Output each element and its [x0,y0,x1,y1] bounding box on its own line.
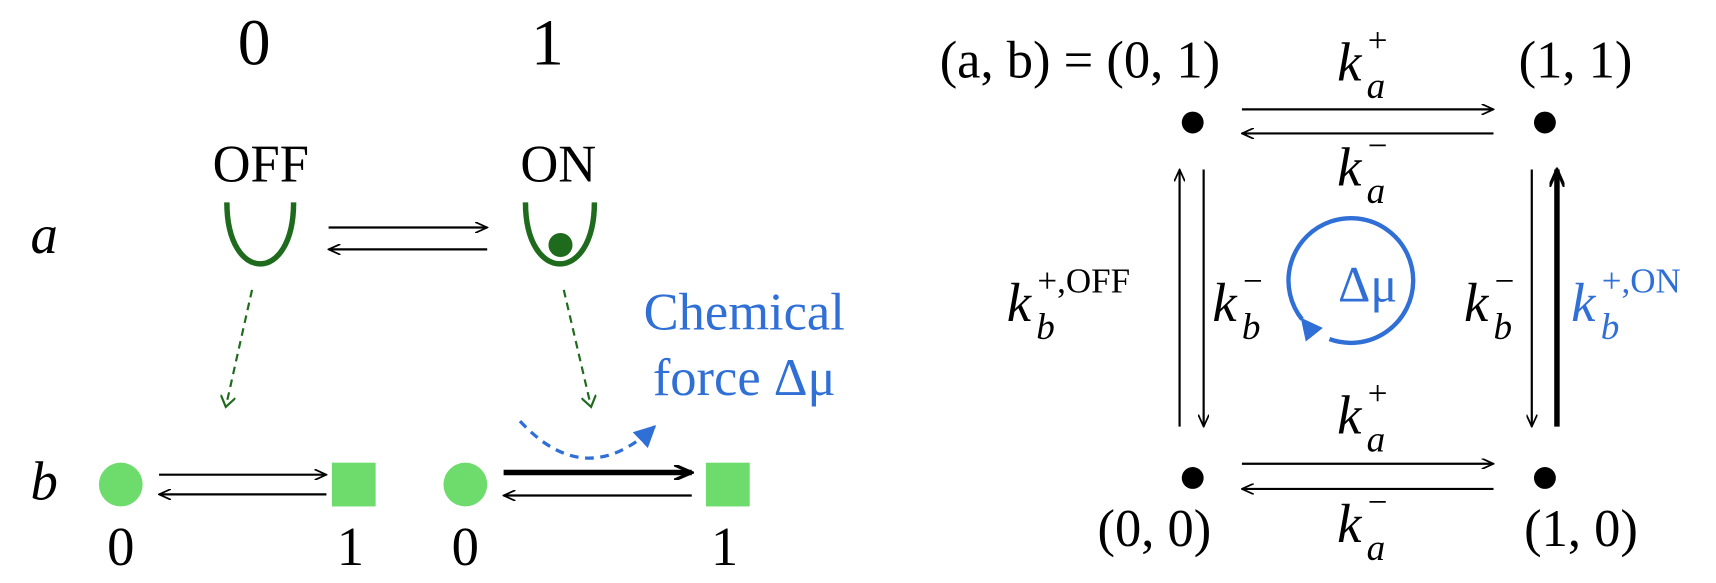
column-label: 1 [531,7,564,79]
node [1182,467,1204,489]
rate-symbol: k [1337,31,1363,92]
rate-superscript: +,ON [1602,261,1681,300]
state-square [706,463,750,507]
rate-subscript: b [1036,307,1055,348]
rate-superscript: +,OFF [1037,261,1130,300]
node [1534,112,1556,134]
rate-superscript: − [1368,126,1388,165]
rate-subscript: a [1367,528,1386,569]
state-index: 1 [711,516,738,577]
corner-label: (a, b) = (0, 1) [940,32,1220,90]
particle [548,233,572,257]
rate-superscript: − [1368,482,1388,521]
rate-symbol: k [1212,272,1238,333]
rate-superscript: − [1243,261,1263,300]
rate-subscript: a [1367,420,1386,461]
annotation: force Δμ [653,349,836,407]
state-index: 0 [452,516,479,577]
rate-superscript: + [1368,21,1388,60]
state-index: 1 [337,516,364,577]
state-label: OFF [213,136,309,194]
rate-subscript: b [1494,307,1513,348]
dashed-arrow [226,290,252,407]
rate-symbol: k [1007,272,1033,333]
rate-subscript: a [1367,171,1386,212]
column-label: 0 [238,7,271,79]
row-label: a [31,204,58,265]
rate-subscript: b [1242,307,1261,348]
rate-superscript: + [1368,374,1388,413]
annotation: Chemical [644,283,845,341]
corner-label: (1, 0) [1524,500,1638,558]
node [1182,112,1204,134]
rate-symbol: k [1337,385,1363,446]
rate-symbol: k [1571,272,1597,333]
well-off [227,202,294,264]
rate-symbol: k [1337,136,1363,197]
rate-symbol: k [1464,272,1490,333]
rate-subscript: a [1367,66,1386,107]
rate-subscript: b [1601,307,1620,348]
state-index: 0 [107,516,134,577]
cycle-label: Δμ [1338,256,1397,312]
force-arrow [520,421,655,458]
rate-symbol: k [1337,493,1363,554]
state-circle [99,463,143,507]
corner-label: (0, 0) [1098,500,1212,558]
state-label: ON [520,136,596,194]
state-circle [443,463,487,507]
node [1534,467,1556,489]
state-square [332,463,376,507]
corner-label: (1, 1) [1519,32,1633,90]
rate-superscript: − [1495,261,1515,300]
dashed-arrow [564,290,591,407]
row-label: b [31,450,58,511]
diagram: 0 1 OFF ON a b Chemical force Δμ 0 1 0 1 (a, b) = (0… [0,0,1716,583]
